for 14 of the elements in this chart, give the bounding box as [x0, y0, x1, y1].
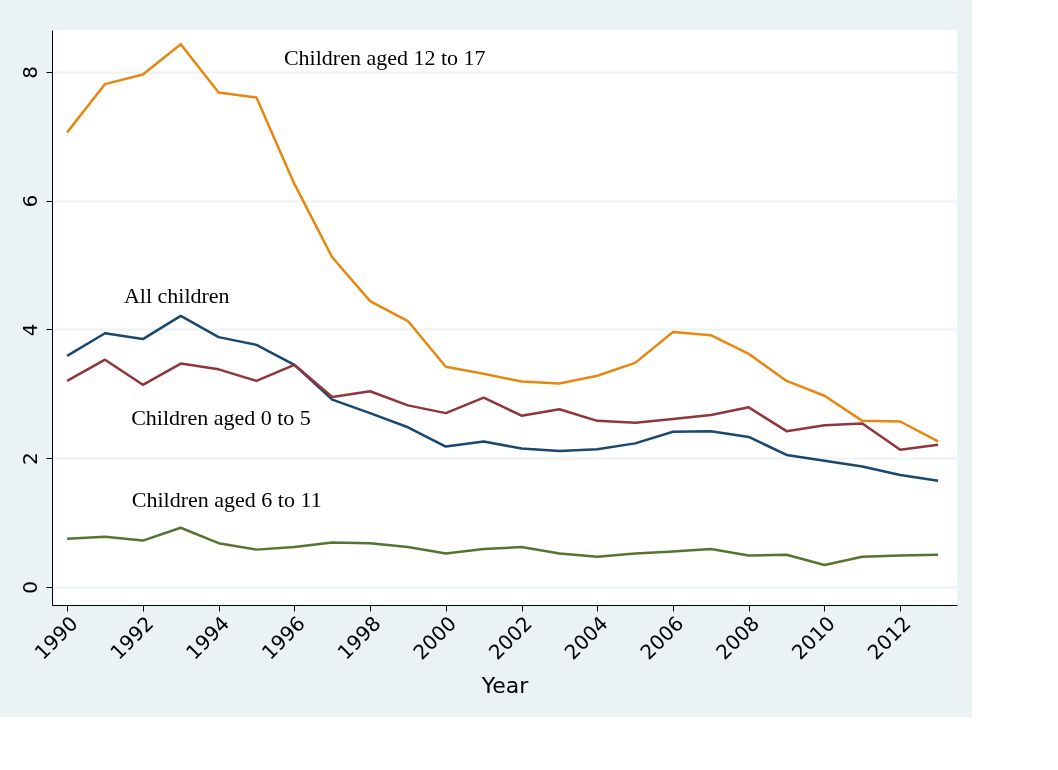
y-tick-label: 2 [17, 452, 42, 466]
y-tick-label: 6 [17, 194, 42, 208]
series-label: All children [123, 282, 230, 308]
line-series [65, 314, 940, 482]
line-series [65, 42, 940, 443]
y-tick-label: 4 [17, 323, 42, 337]
line-series [65, 526, 940, 567]
series-label: Children aged 6 to 11 [131, 486, 322, 512]
y-tick-label: 8 [17, 65, 42, 79]
series-label: Children aged 0 to 5 [131, 404, 311, 430]
line-series [65, 358, 940, 452]
y-tick-label: 0 [17, 581, 42, 594]
series-label: Children aged 12 to 17 [283, 45, 486, 71]
x-axis-title: Year [480, 672, 530, 698]
